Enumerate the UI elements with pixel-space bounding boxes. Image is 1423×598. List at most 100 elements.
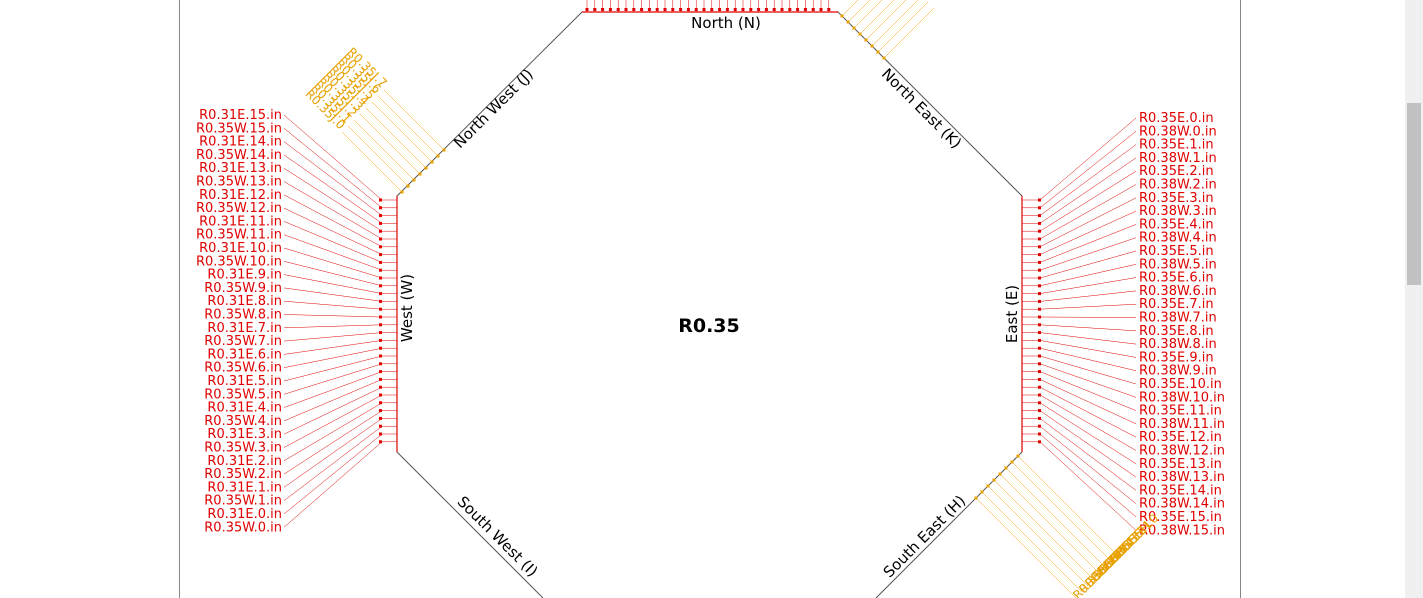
north-pin-marker [718, 8, 722, 11]
north-pin-marker [608, 8, 612, 11]
north-pin-marker [663, 8, 667, 11]
south-east-pin-wire [981, 491, 1083, 593]
south-east-pins: R0.35H.0R0.35H.1R0.35H.2R0.35H.3R0.35H.4… [974, 454, 1161, 598]
north-west-pin-wire [371, 101, 433, 163]
west-pin-label: R0.35W.14.in [196, 148, 282, 163]
east-pin-label: R0.38W.10.in [1139, 390, 1225, 405]
south-west-side-label: South West (I) [454, 493, 542, 581]
west-pin-marker [379, 221, 382, 225]
north-pin-marker [819, 8, 823, 11]
north-pin-marker [601, 8, 605, 11]
east-pin-wire [1039, 117, 1137, 201]
west-pin-label: R0.31E.3.in [207, 427, 282, 442]
east-pin-wire [1039, 277, 1137, 294]
west-pin-marker [379, 260, 382, 264]
east-pin-label: R0.38W.8.in [1139, 337, 1217, 352]
west-pin-wire [283, 261, 383, 287]
east-pin-wire [1039, 410, 1137, 478]
east-pin-wire [1039, 250, 1137, 279]
west-pin-marker [379, 331, 382, 335]
east-pin-label: R0.35E.13.in [1139, 457, 1222, 472]
west-pin-wire [283, 181, 383, 240]
north-pin-marker [694, 8, 698, 11]
north-east-pin-marker [858, 32, 862, 36]
north-west-pin-wire [347, 125, 409, 187]
north-pin-marker [640, 8, 644, 11]
east-pin-label: R0.35E.1.in [1139, 138, 1214, 153]
east-pin-wire [1039, 340, 1137, 358]
east-pin-marker [1038, 198, 1041, 202]
east-pin-label: R0.38W.6.in [1139, 284, 1217, 299]
east-pin-marker [1038, 354, 1041, 358]
east-pin-label: R0.38W.2.in [1139, 178, 1217, 193]
east-pin-wire [1039, 347, 1137, 371]
east-pin-wire [1039, 316, 1137, 318]
east-pin-marker [1038, 393, 1041, 397]
east-pin-wire [1039, 355, 1137, 385]
west-pin-marker [379, 424, 382, 428]
west-pin-wire [283, 207, 383, 255]
east-pin-marker [1038, 299, 1041, 303]
scrollbar-thumb[interactable] [1407, 103, 1421, 285]
west-pin-label: R0.35W.2.in [204, 467, 282, 482]
east-pin-wire [1039, 379, 1137, 425]
east-pin-wire [1039, 363, 1137, 398]
east-pin-marker [1038, 338, 1041, 342]
north-pin-marker [749, 8, 753, 11]
north-east-pin-marker [846, 20, 850, 24]
north-east-pin-marker [876, 50, 880, 54]
east-pins: R0.35E.0.inR0.38W.0.inR0.35E.1.inR0.38W.… [1022, 111, 1225, 538]
south-east-pin-wire [993, 479, 1095, 581]
east-pin-marker [1038, 370, 1041, 374]
west-pin-wire [283, 287, 383, 302]
north-pin-marker [772, 8, 776, 11]
east-pin-wire [1039, 237, 1137, 271]
east-pin-label: R0.35E.8.in [1139, 324, 1214, 339]
west-pin-marker [379, 409, 382, 413]
east-pin-marker [1038, 221, 1041, 225]
south-east-pin-marker [1016, 454, 1020, 458]
west-pin-label: R0.31E.14.in [199, 135, 282, 150]
north-pin-marker [593, 8, 597, 11]
west-pin-wire [283, 441, 383, 528]
west-pin-wire [283, 379, 383, 422]
north-west-side-label: North West (J) [450, 65, 537, 152]
vertical-scrollbar[interactable] [1405, 0, 1423, 598]
east-pin-marker [1038, 432, 1041, 436]
north-east-pin-marker [852, 26, 856, 30]
east-pin-label: R0.38W.12.in [1139, 444, 1225, 459]
south-east-pin-marker [980, 490, 984, 494]
west-pin-label: R0.35W.10.in [196, 254, 282, 269]
east-pin-wire [1039, 170, 1137, 232]
east-pin-label: R0.38W.13.in [1139, 470, 1225, 485]
north-east-pin-wire [883, 7, 935, 59]
west-pin-wire [283, 221, 383, 263]
north-west-pin-marker [418, 172, 422, 176]
north-east-pin-wire [865, 0, 907, 41]
east-pin-wire [1039, 303, 1137, 310]
south-east-pin-marker [1010, 460, 1014, 464]
west-pin-wire [283, 114, 383, 201]
south-east-pin-marker [998, 472, 1002, 476]
west-pin-marker [379, 292, 382, 296]
north-west-pin-wire [377, 95, 439, 157]
west-pin-wire [283, 355, 383, 382]
east-pin-marker [1038, 253, 1041, 257]
north-west-pin-marker [406, 184, 410, 188]
west-pin-label: R0.35W.8.in [204, 308, 282, 323]
east-pin-marker [1038, 424, 1041, 428]
west-pin-label: R0.31E.13.in [199, 161, 282, 176]
west-pin-wire [283, 347, 383, 368]
north-east-side-label: North East (K) [878, 65, 965, 152]
east-pin-label: R0.35E.5.in [1139, 244, 1214, 259]
west-pin-marker [379, 385, 382, 389]
east-pin-marker [1038, 292, 1041, 296]
north-pin-marker [679, 8, 683, 11]
west-pin-label: R0.31E.6.in [207, 347, 282, 362]
west-pin-label: R0.35W.11.in [196, 228, 282, 243]
east-pin-marker [1038, 385, 1041, 389]
north-east-pin-wire [847, 0, 871, 23]
south-east-pin-wire [1005, 467, 1107, 569]
east-pin-wire [1039, 418, 1137, 491]
